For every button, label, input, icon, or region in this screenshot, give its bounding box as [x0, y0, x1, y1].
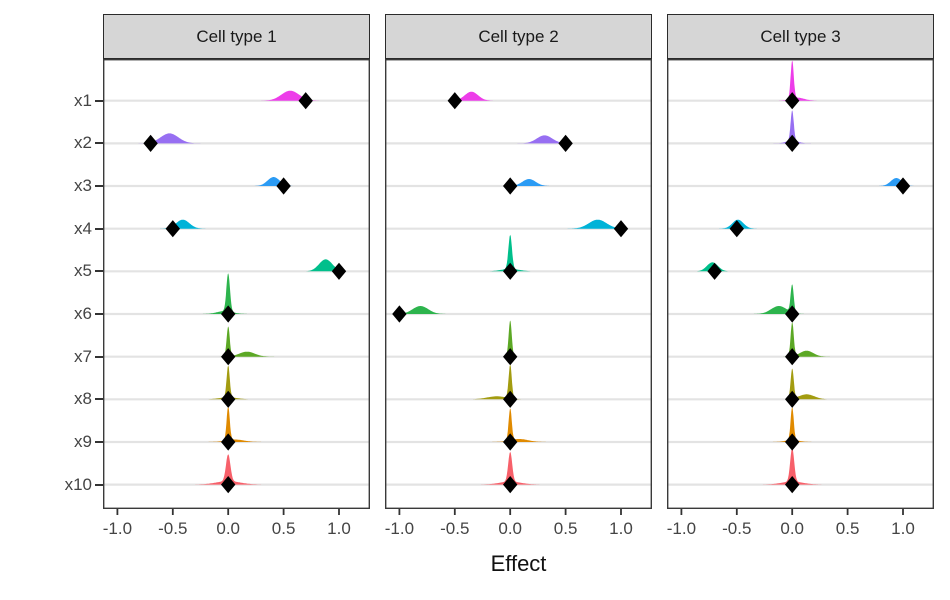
x-tick-label: -0.5	[440, 519, 469, 538]
x-tick-label: 0.5	[554, 519, 578, 538]
point-diamond-x8	[503, 390, 518, 408]
density-curve-x4	[159, 219, 206, 229]
panel-border	[666, 58, 935, 510]
point-diamond-x7	[221, 348, 236, 366]
density-curve-x2	[517, 135, 572, 144]
panel-background	[103, 59, 370, 509]
y-tick-label-x7: x7	[74, 346, 92, 366]
point-diamond-x1	[447, 92, 462, 110]
point-diamond-x6	[392, 305, 407, 323]
y-tick-mark	[95, 398, 103, 401]
point-diamond-x4	[613, 220, 629, 238]
y-tick-mark	[95, 142, 103, 145]
density-curve-x5	[479, 234, 542, 272]
y-tick-mark	[95, 483, 103, 486]
y-tick-mark	[95, 355, 103, 358]
density-curve-x8	[197, 365, 260, 400]
panel-background	[667, 59, 934, 509]
point-diamond-x4	[165, 220, 180, 238]
y-tick-mark	[95, 99, 103, 102]
y-tick-label-x4: x4	[74, 218, 92, 238]
density-curve-x2	[138, 133, 201, 144]
density-curve-x10	[471, 451, 549, 485]
density-curve-x2	[772, 110, 812, 144]
facet-strip-3: Cell type 3	[667, 14, 934, 59]
x-tick-label: 1.0	[327, 519, 351, 538]
y-tick-label-x6: x6	[74, 304, 92, 323]
y-tick-mark	[95, 185, 103, 188]
point-diamond-x3	[895, 177, 911, 195]
point-diamond-x2	[143, 134, 158, 152]
point-diamond-x9	[221, 433, 236, 451]
point-diamond-x5	[331, 262, 347, 280]
density-curve-x5	[302, 259, 349, 272]
x-tick-label: 0.5	[836, 519, 860, 538]
x-tick-label: 1.0	[891, 519, 915, 538]
x-tick-label: -0.5	[722, 519, 751, 538]
y-tick-mark	[95, 440, 103, 443]
panel-background	[385, 59, 652, 509]
y-tick-label-x1: x1	[74, 90, 92, 110]
density-curve-x1	[259, 90, 322, 101]
point-diamond-x3	[503, 177, 518, 195]
panel-border	[384, 58, 653, 510]
y-tick-label-x3: x3	[74, 176, 92, 196]
x-tick-label: 0.0	[216, 519, 240, 538]
panel-border	[102, 58, 371, 510]
y-tick-label-x2: x2	[74, 133, 92, 153]
facet-strip-label: Cell type 2	[478, 26, 559, 46]
point-diamond-x1	[298, 92, 313, 110]
facet-panel-1: -1.0 -0.5 0.0 0.5 1.0	[102, 58, 371, 538]
y-tick-mark	[95, 227, 103, 230]
y-tick-label-x9: x9	[74, 431, 92, 451]
density-curve-x3	[505, 179, 553, 186]
density-curve-x10	[753, 447, 831, 485]
x-tick-label: 0.0	[780, 519, 804, 538]
point-diamond-x3	[276, 177, 291, 195]
y-tick-label-x5: x5	[74, 261, 92, 281]
facet-panel-2: -1.0 -0.5 0.0 0.5 1.0	[384, 58, 653, 538]
facet-strip-2: Cell type 2	[385, 14, 652, 59]
x-tick-label: 0.5	[272, 519, 296, 538]
point-diamond-x5	[503, 262, 518, 280]
density-curve-x7	[504, 320, 516, 357]
facet-strip-label: Cell type 3	[760, 26, 841, 46]
density-curve-x9	[768, 407, 816, 442]
point-diamond-x10	[503, 476, 518, 494]
density-curve-x3	[252, 177, 295, 186]
density-curve-x6	[197, 273, 252, 314]
point-diamond-x7	[503, 348, 518, 366]
x-tick-label: -0.5	[158, 519, 187, 538]
density-curve-x7	[783, 322, 830, 357]
x-tick-label: 1.0	[609, 519, 633, 538]
point-diamond-x10	[785, 476, 800, 494]
y-tick-label-x10: x10	[64, 474, 92, 494]
x-tick-label: -1.0	[103, 519, 132, 538]
y-tick-mark	[95, 313, 103, 315]
density-curve-x8	[779, 368, 834, 400]
point-diamond-x6	[221, 305, 236, 323]
point-diamond-x9	[503, 433, 518, 451]
facet-strip-1: Cell type 1	[103, 14, 370, 59]
density-curve-x4	[566, 219, 629, 229]
point-diamond-x8	[221, 390, 236, 408]
facet-strip-label: Cell type 1	[196, 26, 277, 46]
density-curve-x3	[876, 178, 916, 186]
facet-panel-3: -1.0 -0.5 0.0 0.5 1.0	[666, 58, 935, 538]
y-tick-mark	[95, 270, 103, 273]
density-curve-x6	[393, 306, 448, 314]
x-tick-label: -1.0	[385, 519, 414, 538]
x-tick-label: 0.0	[498, 519, 522, 538]
x-tick-label: -1.0	[667, 519, 696, 538]
point-diamond-x10	[221, 476, 236, 494]
density-curve-x1	[448, 91, 495, 101]
density-curve-x10	[185, 454, 271, 485]
y-tick-label-x8: x8	[74, 389, 92, 409]
x-axis-title: Effect	[490, 551, 547, 576]
